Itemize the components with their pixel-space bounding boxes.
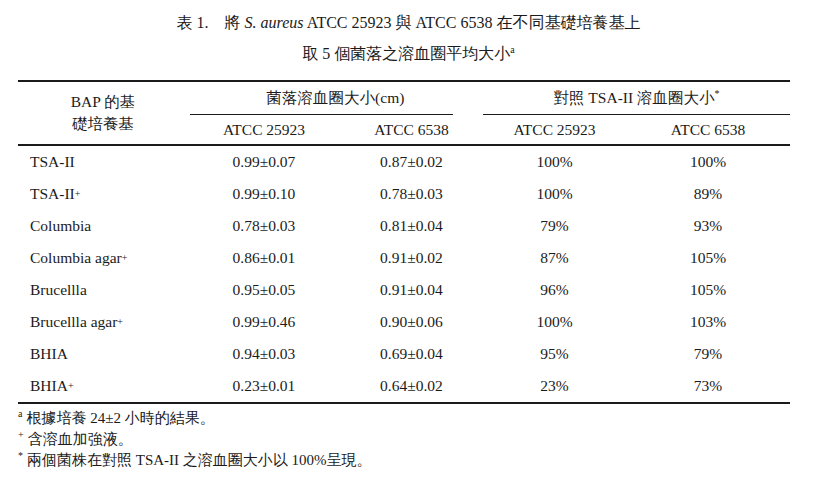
value-cell: 96% xyxy=(483,274,626,306)
media-name: TSA-II xyxy=(30,185,75,203)
value-cell: 0.95±0.05 xyxy=(188,274,340,306)
value-cell: 0.99±0.46 xyxy=(188,306,340,338)
media-name: Columbia agar xyxy=(30,249,122,267)
column-header-atcc6538-cm: ATCC 6538 xyxy=(340,115,483,144)
value-cell: 87% xyxy=(483,242,626,274)
row-header-cell: BAP 的基 礎培養基 xyxy=(18,82,188,144)
value-cell: 100% xyxy=(626,146,790,178)
value-cell: 0.91±0.02 xyxy=(340,242,483,274)
group-header-sup: * xyxy=(715,88,720,99)
footnote-marker: a xyxy=(18,408,22,419)
value-cell: 105% xyxy=(626,274,790,306)
table-title-line-1: 表 1. 將 S. aureus ATCC 25923 與 ATCC 6538 在… xyxy=(0,7,817,38)
value-cell: 0.78±0.03 xyxy=(340,178,483,210)
column-header-atcc6538-pct: ATCC 6538 xyxy=(626,115,790,144)
footnote-line: * 兩個菌株在對照 TSA-II 之溶血圈大小以 100%呈現。 xyxy=(18,450,372,471)
row-label-cell: Columbia xyxy=(18,210,188,242)
title-text-post: ATCC 25923 與 ATCC 6538 在不同基礎培養基上 xyxy=(304,14,641,31)
footnote-marker: * xyxy=(18,450,23,461)
value-cell: 0.64±0.02 xyxy=(340,370,483,402)
media-name: Columbia xyxy=(30,217,91,235)
group-header-relative-size: 對照 TSA-II 溶血圈大小* xyxy=(483,82,790,114)
document-page: 表 1. 將 S. aureus ATCC 25923 與 ATCC 6538 在… xyxy=(0,0,817,485)
group-header-label: 菌落溶血圈大小(cm) xyxy=(267,89,405,106)
column-header-atcc25923-cm: ATCC 25923 xyxy=(188,115,340,144)
value-cell: 0.69±0.04 xyxy=(340,338,483,370)
footnote-text: 根據培養 24±2 小時的結果。 xyxy=(26,410,214,426)
row-label-cell: BHIA+ xyxy=(18,370,188,402)
footnote-marker: + xyxy=(18,429,24,440)
value-cell: 100% xyxy=(483,306,626,338)
footnote-text: 兩個菌株在對照 TSA-II 之溶血圈大小以 100%呈現。 xyxy=(27,452,372,468)
column-header-atcc25923-pct: ATCC 25923 xyxy=(483,115,626,144)
value-cell: 0.81±0.04 xyxy=(340,210,483,242)
media-name: TSA-II xyxy=(30,153,75,171)
value-cell: 103% xyxy=(626,306,790,338)
row-label-cell: Brucellla xyxy=(18,274,188,306)
value-cell: 79% xyxy=(626,338,790,370)
value-cell: 23% xyxy=(483,370,626,402)
value-cell: 0.99±0.07 xyxy=(188,146,340,178)
row-label-cell: TSA-II xyxy=(18,146,188,178)
media-name: Brucellla agar xyxy=(30,313,117,331)
value-cell: 89% xyxy=(626,178,790,210)
value-cell: 0.78±0.03 xyxy=(188,210,340,242)
value-cell: 0.87±0.02 xyxy=(340,146,483,178)
value-cell: 105% xyxy=(626,242,790,274)
footnote-line: a 根據培養 24±2 小時的結果。 xyxy=(18,408,372,429)
row-label-cell: TSA-II+ xyxy=(18,178,188,210)
species-name-italic: S. aureus xyxy=(245,14,304,31)
value-cell: 0.91±0.04 xyxy=(340,274,483,306)
value-cell: 0.94±0.03 xyxy=(188,338,340,370)
footnote-line: + 含溶血加強液。 xyxy=(18,429,372,450)
table-number-label: 表 1. xyxy=(177,14,209,31)
group-header-label: 對照 TSA-II 溶血圈大小 xyxy=(553,89,714,106)
media-name: BHIA xyxy=(30,345,68,363)
footnote-text: 含溶血加強液。 xyxy=(28,431,133,447)
value-cell: 100% xyxy=(483,178,626,210)
value-cell: 95% xyxy=(483,338,626,370)
group-header-hemolysis-size: 菌落溶血圈大小(cm) xyxy=(188,82,483,114)
value-cell: 79% xyxy=(483,210,626,242)
row-label-cell: BHIA xyxy=(18,338,188,370)
row-header-line-1: BAP 的基 xyxy=(71,91,135,113)
row-label-cell: Brucellla agar+ xyxy=(18,306,188,338)
media-name: BHIA xyxy=(30,377,68,395)
table-title: 表 1. 將 S. aureus ATCC 25923 與 ATCC 6538 在… xyxy=(0,7,817,69)
row-label-cell: Columbia agar+ xyxy=(18,242,188,274)
data-table: BAP 的基 礎培養基 菌落溶血圈大小(cm) 對照 TSA-II 溶血圈大小*… xyxy=(18,80,790,404)
value-cell: 0.23±0.01 xyxy=(188,370,340,402)
table-title-line-2: 取 5 個菌落之溶血圈平均大小a xyxy=(0,38,817,69)
title-footnote-marker: a xyxy=(510,44,514,55)
title-text-pre: 將 xyxy=(225,14,245,31)
media-name: Brucellla xyxy=(30,281,87,299)
value-cell: 100% xyxy=(483,146,626,178)
footnotes: a 根據培養 24±2 小時的結果。 + 含溶血加強液。 * 兩個菌株在對照 TSA-… xyxy=(18,408,372,471)
value-cell: 73% xyxy=(626,370,790,402)
value-cell: 0.86±0.01 xyxy=(188,242,340,274)
title-line2-text: 取 5 個菌落之溶血圈平均大小 xyxy=(302,45,510,62)
value-cell: 0.90±0.06 xyxy=(340,306,483,338)
row-header-line-2: 礎培養基 xyxy=(72,113,134,135)
value-cell: 93% xyxy=(626,210,790,242)
value-cell: 0.99±0.10 xyxy=(188,178,340,210)
